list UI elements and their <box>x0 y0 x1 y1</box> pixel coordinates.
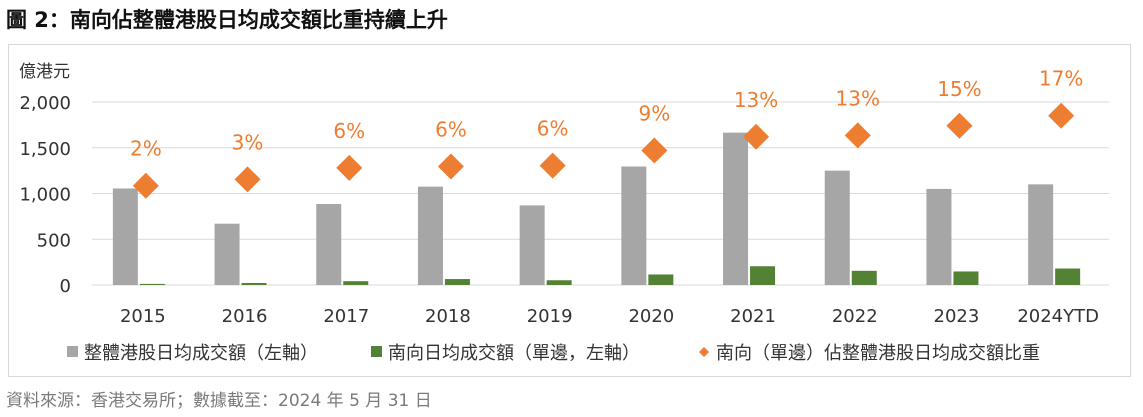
bar-southbound-turnover <box>241 282 267 285</box>
ratio-marker <box>132 172 159 199</box>
x-tick-label: 2015 <box>120 306 166 327</box>
y-tick-label: 500 <box>37 230 71 251</box>
x-tick-label: 2018 <box>425 306 471 327</box>
ratio-data-label: 6% <box>435 118 467 142</box>
source-note: 資料來源：香港交易所；數據截至：2024 年 5 月 31 日 <box>6 391 432 411</box>
bar-total-turnover <box>417 186 443 285</box>
bar-southbound-turnover <box>546 280 572 285</box>
ratio-data-label: 13% <box>734 88 778 112</box>
bar-southbound-turnover <box>851 270 877 285</box>
x-axis-ticks: 2015 2016 2017 2018 2019 2020 2021 2022 2023 2024… <box>120 306 1099 327</box>
y-tick-label: 0 <box>60 276 71 297</box>
bar-total-turnover <box>621 166 647 285</box>
chart-container: 0 500 1,000 1,500 2,000 2% 3% 6% 6% 6% 9% 13% 13% 15… <box>8 44 1131 377</box>
bar-southbound-turnover <box>343 281 369 285</box>
ratio-data-label: 15% <box>937 77 981 101</box>
bar-southbound-turnover <box>953 271 979 285</box>
bar-total-turnover <box>1028 184 1054 285</box>
page-title: 圖 2：南向佔整體港股日均成交額比重持續上升 <box>6 8 448 32</box>
bar-southbound-turnover <box>648 274 674 285</box>
bars <box>112 132 1081 285</box>
y-axis-label: 億港元 <box>19 62 70 82</box>
y-tick-label: 1,500 <box>19 139 71 160</box>
bar-total-turnover <box>316 204 342 285</box>
ratio-data-label: 3% <box>232 130 264 154</box>
ratio-data-label: 9% <box>638 101 670 125</box>
bar-total-turnover <box>824 170 850 285</box>
ratio-data-label: 13% <box>836 86 880 110</box>
legend-swatch <box>699 347 709 357</box>
bar-total-turnover <box>926 188 952 285</box>
chart: 0 500 1,000 1,500 2,000 2% 3% 6% 6% 6% 9% 13% 13% 15… <box>19 62 1109 364</box>
ratio-marker <box>946 112 973 139</box>
ratio-marker <box>437 153 464 180</box>
ratio-marker <box>234 166 261 193</box>
x-tick-label: 2021 <box>730 306 776 327</box>
x-tick-label: 2024YTD <box>1017 306 1099 327</box>
ratio-marker <box>336 154 363 181</box>
x-tick-label: 2016 <box>222 306 268 327</box>
ratio-data-label: 6% <box>537 117 569 141</box>
legend: 整體港股日均成交額（左軸） 南向日均成交額（單邊，左軸） 南向（單邊）佔整體港股日均… <box>67 343 1040 364</box>
legend-swatch <box>371 346 382 357</box>
legend-label: 南向（單邊）佔整體港股日均成交額比重 <box>716 343 1040 364</box>
x-tick-label: 2023 <box>934 306 980 327</box>
bar-total-turnover <box>214 223 240 285</box>
ratio-marker <box>641 137 668 164</box>
bar-southbound-turnover <box>750 266 776 285</box>
ratio-markers: 2% 3% 6% 6% 6% 9% 13% 13% 15% 17% <box>130 67 1083 199</box>
ratio-data-label: 6% <box>333 119 365 143</box>
y-tick-label: 2,000 <box>19 93 71 114</box>
legend-label: 整體港股日均成交額（左軸） <box>84 343 318 364</box>
bar-total-turnover <box>519 205 545 285</box>
x-tick-label: 2022 <box>832 306 878 327</box>
x-tick-label: 2020 <box>628 306 674 327</box>
bar-southbound-turnover <box>444 279 470 285</box>
legend-label: 南向日均成交額（單邊，左軸） <box>388 343 640 364</box>
y-axis-ticks: 0 500 1,000 1,500 2,000 <box>19 93 71 297</box>
x-tick-label: 2017 <box>323 306 369 327</box>
ratio-marker <box>844 122 871 149</box>
y-tick-label: 1,000 <box>19 185 71 206</box>
bar-southbound-turnover <box>139 283 165 285</box>
ratio-data-label: 17% <box>1039 67 1083 91</box>
bar-total-turnover <box>112 188 138 285</box>
x-tick-label: 2019 <box>527 306 573 327</box>
ratio-data-label: 2% <box>130 137 162 161</box>
bar-total-turnover <box>723 132 749 285</box>
ratio-marker <box>1048 102 1075 129</box>
bar-southbound-turnover <box>1055 268 1081 285</box>
legend-swatch <box>67 346 78 357</box>
ratio-marker <box>539 152 566 179</box>
